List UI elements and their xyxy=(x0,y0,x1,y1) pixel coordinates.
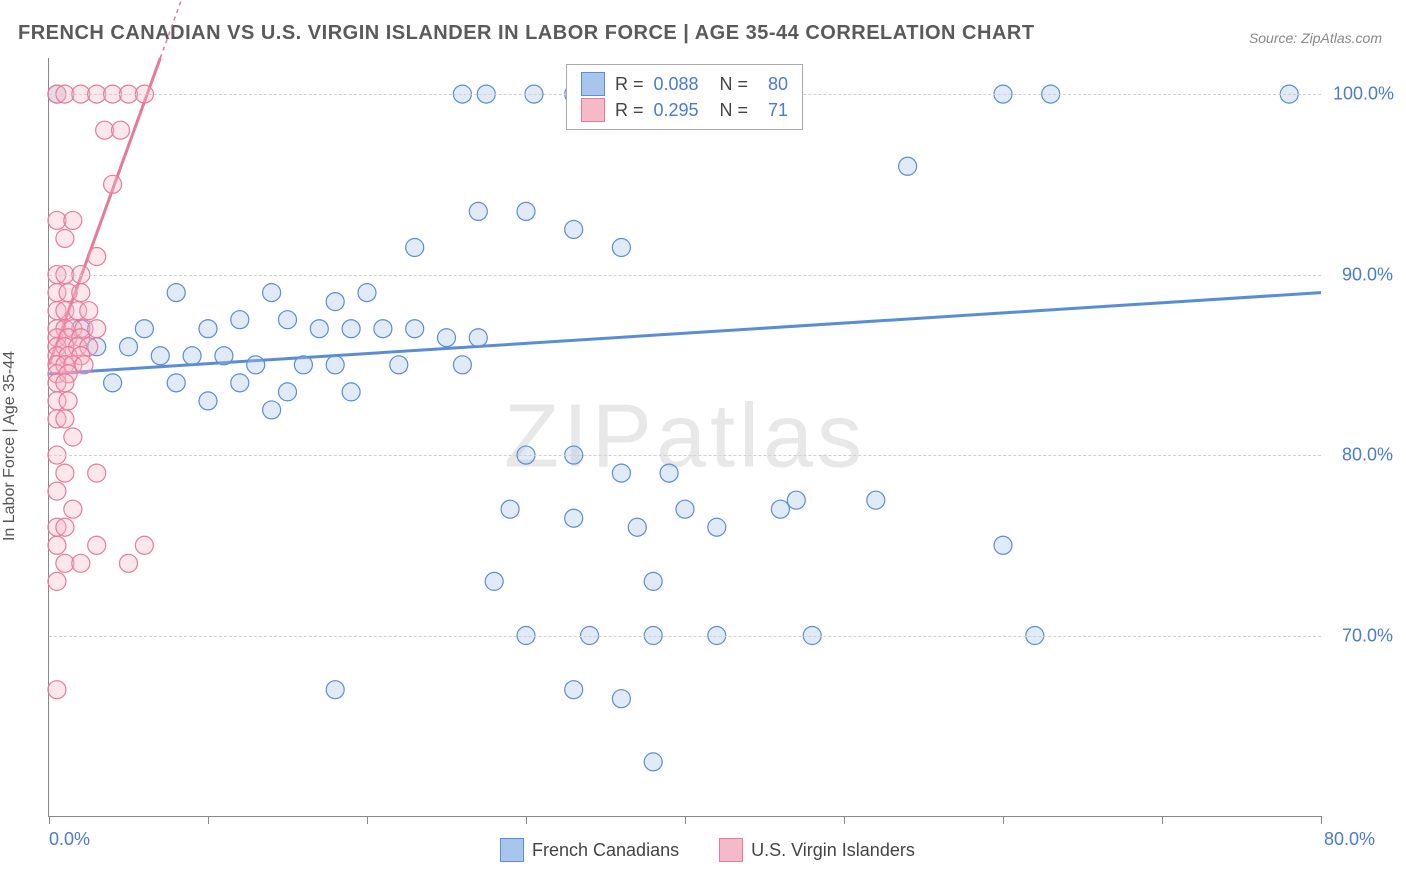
plot-area: ZIPatlas 70.0%80.0%90.0%100.0%0.0%80.0% xyxy=(48,58,1321,817)
xtick xyxy=(208,816,209,824)
xlabel-left: 0.0% xyxy=(49,829,90,850)
chart-title: FRENCH CANADIAN VS U.S. VIRGIN ISLANDER … xyxy=(18,22,1035,45)
series-swatch xyxy=(581,72,605,96)
legend-item: French Canadians xyxy=(500,838,679,862)
legend-label: French Canadians xyxy=(532,840,679,861)
ytick-label: 70.0% xyxy=(1333,625,1393,646)
xtick xyxy=(526,816,527,824)
xtick xyxy=(367,816,368,824)
chart-svg xyxy=(49,58,1321,816)
stats-row: R =0.295N =71 xyxy=(581,97,788,123)
gridline xyxy=(49,455,1321,456)
y-axis-label: In Labor Force | Age 35-44 xyxy=(1,351,19,541)
ytick-label: 100.0% xyxy=(1333,84,1393,105)
stats-row: R =0.088N =80 xyxy=(581,71,788,97)
series-swatch xyxy=(500,838,524,862)
series-legend: French Canadians U.S. Virgin Islanders xyxy=(500,838,915,862)
r-value: 0.088 xyxy=(654,71,710,97)
gridline xyxy=(49,636,1321,637)
series-swatch xyxy=(719,838,743,862)
xtick xyxy=(1321,816,1322,824)
legend-item: U.S. Virgin Islanders xyxy=(719,838,915,862)
xtick xyxy=(49,816,50,824)
r-value: 0.295 xyxy=(654,97,710,123)
xtick xyxy=(1162,816,1163,824)
xlabel-right: 80.0% xyxy=(1324,829,1375,850)
xtick xyxy=(844,816,845,824)
stats-legend: R =0.088N =80R =0.295N =71 xyxy=(566,64,803,130)
legend-label: U.S. Virgin Islanders xyxy=(751,840,915,861)
ytick-label: 90.0% xyxy=(1333,264,1393,285)
source-attribution: Source: ZipAtlas.com xyxy=(1249,30,1382,46)
xtick xyxy=(685,816,686,824)
ytick-label: 80.0% xyxy=(1333,445,1393,466)
gridline xyxy=(49,275,1321,276)
xtick xyxy=(1003,816,1004,824)
series-swatch xyxy=(581,98,605,122)
n-value: 71 xyxy=(758,97,788,123)
n-value: 80 xyxy=(758,71,788,97)
